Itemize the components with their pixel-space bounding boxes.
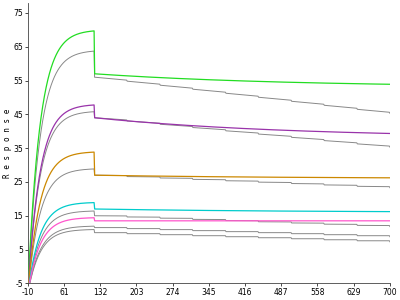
Y-axis label: R e s p o n s e: R e s p o n s e [3,108,12,178]
